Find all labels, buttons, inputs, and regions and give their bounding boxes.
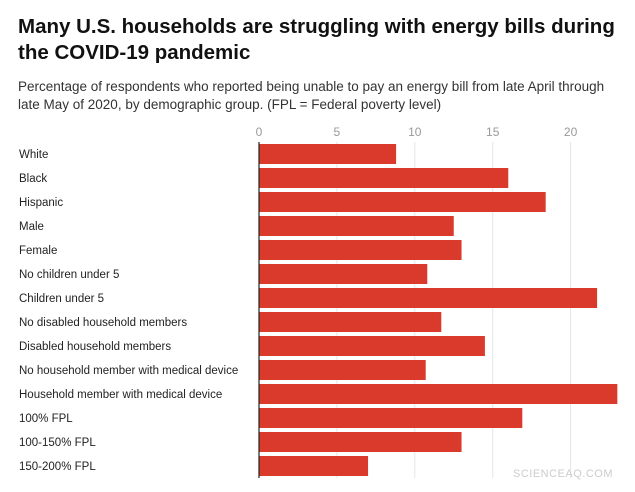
bar [259, 144, 397, 164]
x-tick-label: 20 [564, 125, 578, 139]
bar [259, 456, 369, 476]
category-label: White [19, 149, 48, 161]
bar [259, 408, 523, 428]
bar [259, 216, 454, 236]
bar [259, 432, 462, 452]
bar [259, 168, 509, 188]
category-label: Children under 5 [19, 293, 104, 305]
category-label: Hispanic [19, 197, 63, 209]
x-tick-label: 0 [256, 125, 263, 139]
bar [259, 312, 442, 332]
category-label: No household member with medical device [19, 365, 238, 377]
category-label: No children under 5 [19, 269, 119, 281]
bar [259, 240, 462, 260]
bar [259, 336, 485, 356]
category-label: Female [19, 245, 57, 257]
category-label: 100% FPL [19, 413, 73, 425]
x-tick-label: 15 [486, 125, 500, 139]
category-label: No disabled household members [19, 317, 187, 329]
category-label: Household member with medical device [19, 389, 222, 401]
category-label: Disabled household members [19, 341, 171, 353]
category-label: Male [19, 221, 44, 233]
category-label: Black [19, 173, 47, 185]
x-tick-label: 5 [334, 125, 341, 139]
bar [259, 384, 618, 404]
bar [259, 288, 598, 308]
x-tick-label: 10 [408, 125, 422, 139]
watermark: SCIENCEAQ.COM [512, 468, 613, 480]
bar [259, 264, 428, 284]
bar [259, 360, 426, 380]
bar [259, 192, 546, 212]
chart-subtitle: Percentage of respondents who reported b… [18, 79, 605, 112]
category-label: 150-200% FPL [19, 461, 96, 473]
category-label: 100-150% FPL [19, 437, 96, 449]
chart-title: Many U.S. households are struggling with… [18, 15, 615, 64]
